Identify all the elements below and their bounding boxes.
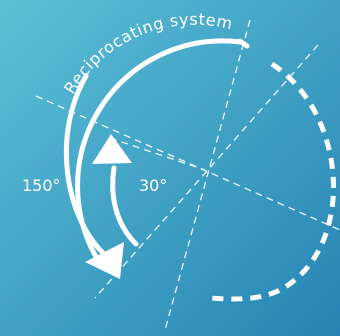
- reference-lines: [35, 19, 340, 331]
- angle-150-label: 150°: [22, 176, 61, 195]
- arrow-150-shaft: [63, 73, 106, 256]
- dashed-motion-arc: [209, 61, 336, 302]
- short-reference-line: [109, 137, 206, 171]
- vertical-axis-line: [164, 19, 251, 331]
- outer-arc-end-tick: [237, 38, 250, 49]
- arrow-30-shaft: [110, 165, 139, 247]
- angle-30-label: 30°: [139, 176, 168, 195]
- horizontal-axis-line: [35, 95, 340, 231]
- arrow-150-head: [85, 242, 124, 279]
- diagonal-axis-line: [94, 44, 319, 299]
- arrow-30-head: [92, 134, 132, 164]
